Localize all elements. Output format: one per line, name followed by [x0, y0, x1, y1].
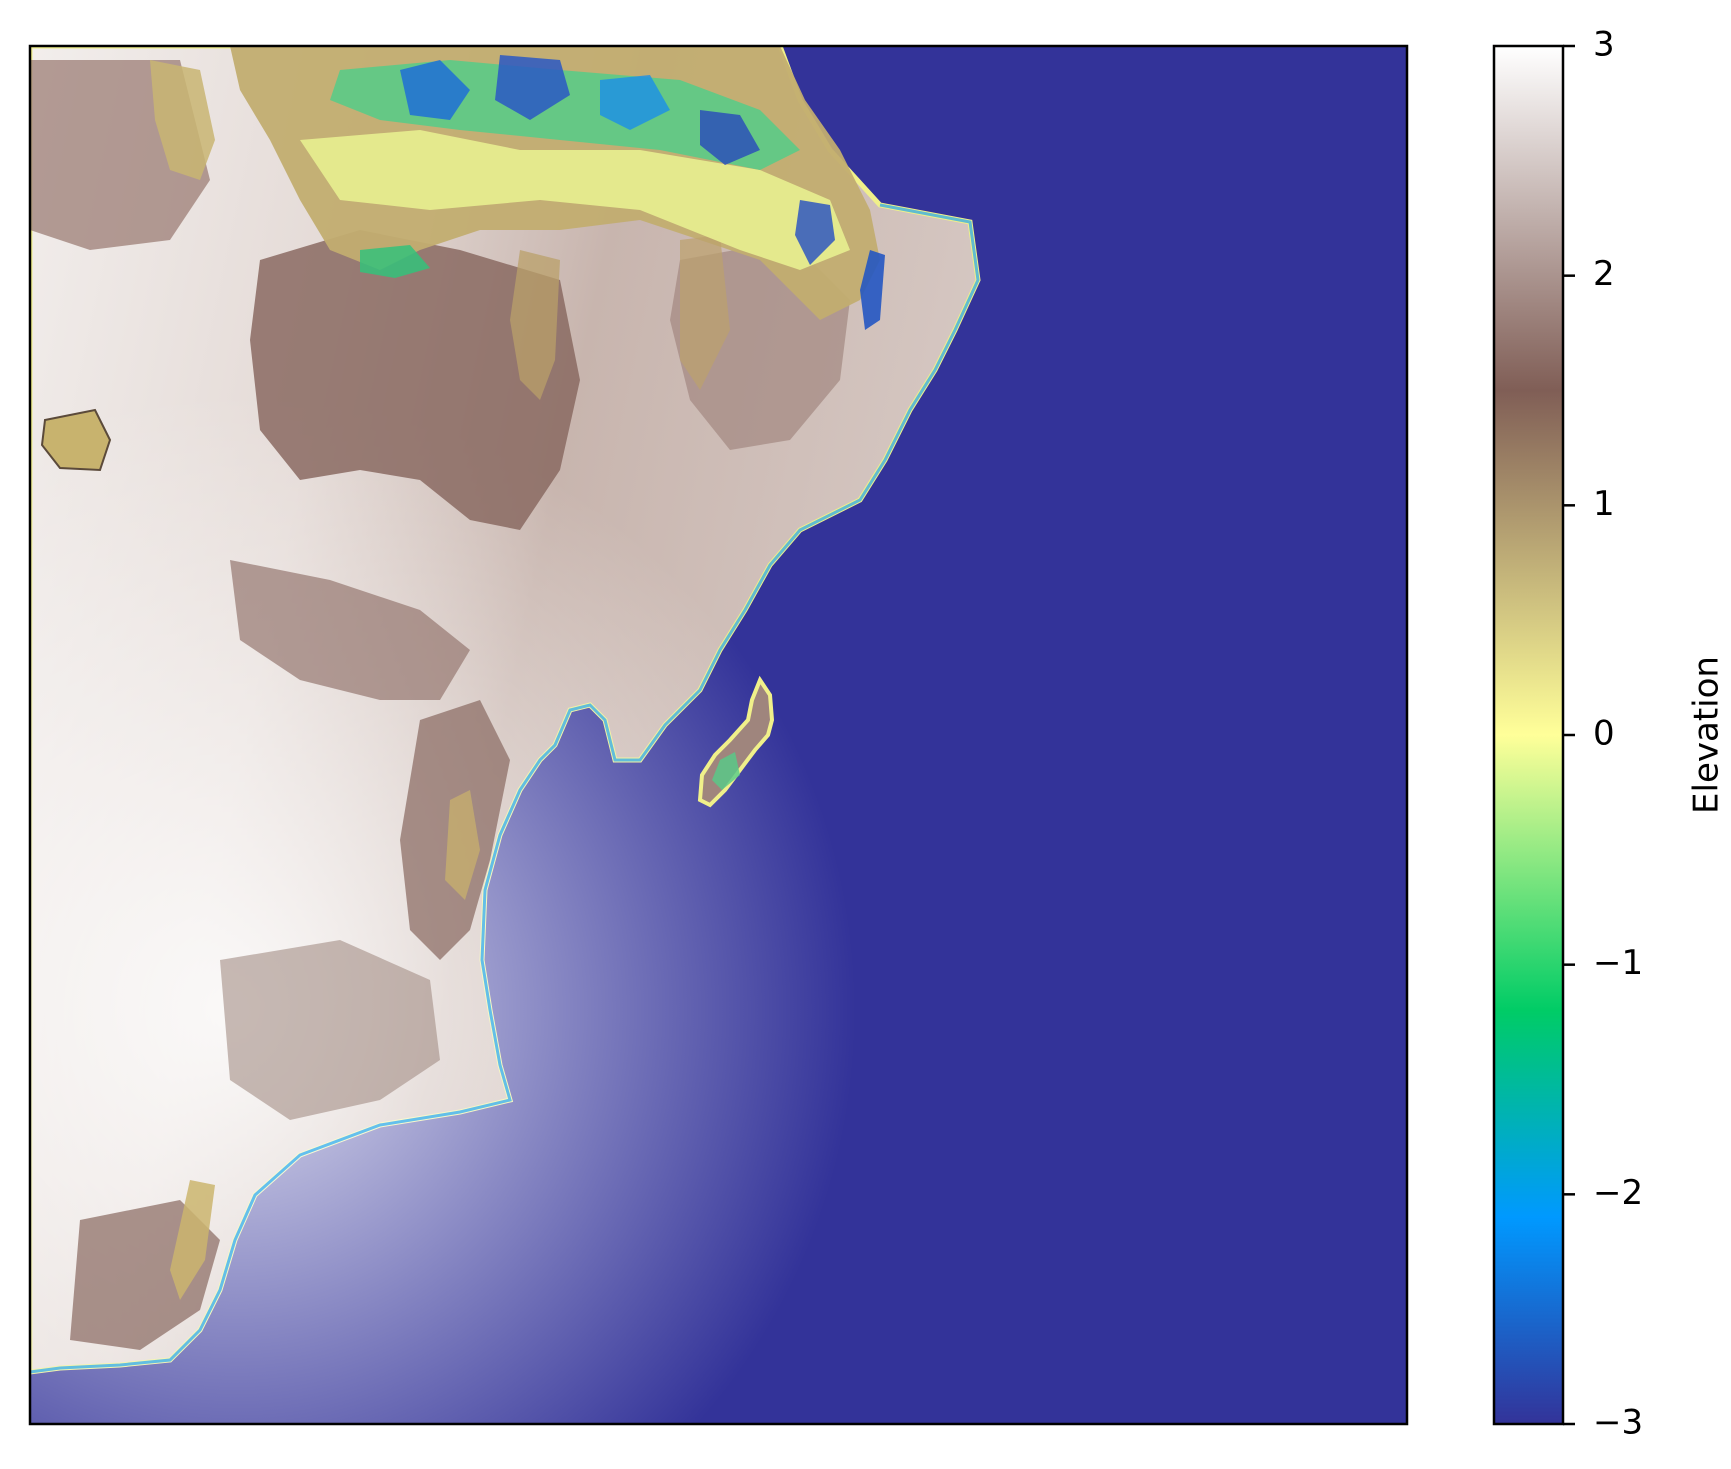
colorbar-tick-label: 2 [1593, 254, 1615, 294]
colorbar-ticks: 3 2 1 0 −1 −2 −3 [1563, 25, 1643, 1443]
colorbar-tick-label: 3 [1593, 25, 1615, 65]
colorbar-tick-label: −3 [1593, 1403, 1643, 1443]
colorbar-tick-label: 0 [1593, 714, 1615, 754]
plot-frame [28, 44, 1409, 1426]
colorbar-tick-label: −2 [1593, 1173, 1643, 1213]
colorbar-gradient [1494, 46, 1563, 1424]
colorbar-label: Elevation [1687, 656, 1727, 814]
lowland-patch-north-left [150, 60, 215, 180]
lowland-strip-east [680, 235, 730, 390]
lowland-strip-center [510, 250, 560, 400]
colorbar-tick-label: −1 [1593, 943, 1643, 983]
lowland-patch-west [40, 408, 112, 472]
colorbar: 3 2 1 0 −1 −2 −3 Elevation [1492, 25, 1727, 1443]
lowland-strip-southwest [170, 1180, 215, 1300]
northern-wetlands [300, 55, 885, 330]
terrain-brown-ridge [230, 560, 470, 700]
terrain-brown-south [220, 940, 440, 1120]
terrain-brown-north [250, 230, 580, 530]
coastline [30, 203, 980, 1374]
lowland-strip-coast [445, 790, 480, 900]
map-plot [30, 46, 1407, 1424]
colorbar-tick-label: 1 [1593, 484, 1615, 524]
